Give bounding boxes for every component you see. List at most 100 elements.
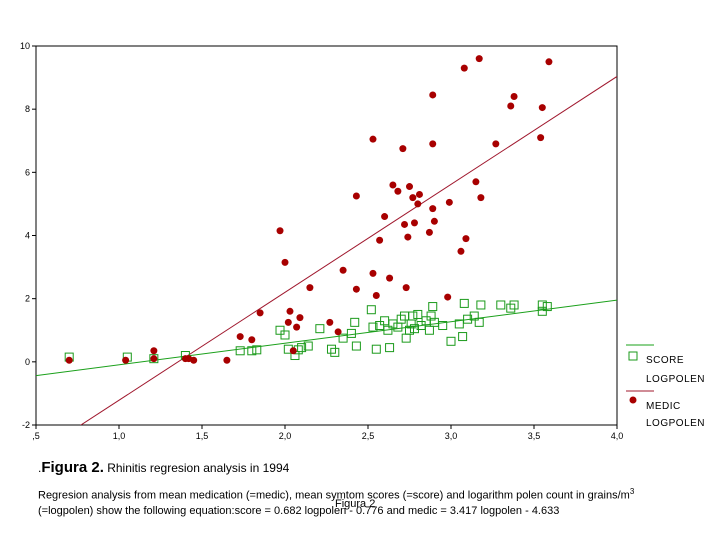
- x-tick-label: 1,5: [196, 431, 209, 441]
- medic-point: [334, 328, 342, 336]
- score-point: [330, 347, 340, 357]
- y-tick-label: 8: [25, 104, 30, 114]
- medic-point: [281, 258, 289, 266]
- medic-point: [406, 183, 413, 191]
- score-point: [459, 298, 469, 308]
- medic-point: [510, 93, 518, 101]
- score-point: [506, 303, 516, 313]
- score-point: [421, 316, 431, 326]
- score-point: [426, 311, 436, 321]
- legend-medic-label: MEDIC: [646, 401, 681, 412]
- x-tick-label: 3,0: [445, 431, 458, 441]
- score-point: [454, 319, 464, 329]
- medic-point: [409, 194, 417, 202]
- score-point: [368, 322, 378, 332]
- score-point: [315, 324, 325, 334]
- score-point: [375, 321, 385, 331]
- legend-medic-marker: [629, 396, 637, 404]
- y-tick-label: 2: [25, 294, 30, 304]
- medic-point: [369, 269, 377, 277]
- x-tick-label: 2,0: [279, 431, 292, 441]
- medic-point: [306, 284, 314, 292]
- description-text-1: Regresion analysis from mean medication …: [38, 489, 630, 502]
- score-point: [393, 322, 403, 332]
- medic-point: [326, 318, 334, 326]
- medic-point: [472, 178, 480, 186]
- legend-medic-sublabel: LOGPOLEN: [646, 418, 705, 429]
- figure-number: Figura 2.: [41, 459, 104, 476]
- medic-point: [538, 104, 546, 112]
- y-tick-label: 0: [25, 357, 30, 367]
- score-point: [346, 328, 356, 338]
- score-point: [380, 316, 390, 326]
- score-point: [474, 317, 484, 327]
- medic-point: [414, 200, 422, 208]
- medic-point: [276, 227, 284, 235]
- medic-point: [460, 64, 468, 72]
- score-point: [496, 300, 506, 310]
- x-tick-label: 3,5: [528, 431, 541, 441]
- medic-point: [296, 314, 304, 322]
- legend: SCORE LOGPOLEN MEDIC LOGPOLEN: [626, 344, 705, 429]
- score-point: [388, 319, 398, 329]
- figure-overlay-label: Figura 2: [335, 498, 376, 510]
- medic-point: [386, 274, 394, 282]
- score-point: [396, 314, 406, 324]
- score-point: [405, 325, 414, 335]
- medic-point: [150, 355, 158, 363]
- caption-title: Rhinitis regresion analysis in 1994: [103, 461, 290, 475]
- score-point: [446, 336, 456, 346]
- score-point: [409, 324, 419, 334]
- medic-point: [404, 233, 412, 241]
- medic-point: [381, 213, 389, 221]
- score-point: [424, 325, 434, 335]
- legend-score-sublabel: LOGPOLEN: [646, 374, 705, 385]
- score-point: [252, 345, 262, 355]
- score-point: [416, 321, 426, 331]
- medic-point: [492, 140, 500, 148]
- score-point: [408, 311, 418, 321]
- caption-prefix: .: [38, 461, 42, 475]
- score-point: [458, 332, 468, 342]
- medic-point: [462, 235, 470, 243]
- score-point: [469, 311, 479, 321]
- medic-point: [248, 336, 256, 344]
- score-point: [537, 306, 547, 316]
- score-point: [247, 346, 257, 356]
- scatter-chart: -2 0 2 4 6 8 10 ,5 1,0 1,5 2,0 2,5 3,0 3,5 4,0 SCORE L…: [20, 41, 705, 441]
- medic-point: [352, 285, 360, 293]
- score-point: [463, 314, 473, 324]
- x-tick-label: ,5: [32, 431, 40, 441]
- score-point: [371, 344, 381, 354]
- medic-point: [352, 192, 360, 200]
- score-point: [338, 333, 348, 343]
- figure-caption: .Figura 2. Rhinitis regresion analysis i…: [38, 459, 289, 476]
- score-point: [438, 321, 448, 331]
- score-point: [351, 341, 361, 351]
- medic-point: [389, 181, 397, 189]
- score-point: [303, 341, 313, 351]
- medic-point: [256, 309, 264, 317]
- medic-point: [369, 135, 377, 143]
- medic-point: [372, 292, 380, 300]
- y-tick-label: 6: [25, 167, 30, 177]
- medic-point: [286, 307, 294, 315]
- medic-point: [284, 318, 292, 326]
- medic-point: [457, 247, 465, 255]
- score-point: [280, 330, 290, 340]
- medic-point: [545, 58, 553, 66]
- score-point: [326, 344, 336, 354]
- medic-point: [537, 134, 545, 142]
- score-point: [400, 311, 410, 321]
- medic-point: [122, 356, 130, 364]
- score-fit-line: [36, 299, 617, 377]
- medic-point: [223, 356, 231, 364]
- x-tick-label: 4,0: [611, 431, 624, 441]
- medic-point: [429, 91, 437, 99]
- medic-point: [425, 228, 433, 236]
- legend-score-marker: [628, 351, 638, 361]
- medic-point: [65, 356, 73, 364]
- medic-point: [150, 347, 158, 355]
- medic-point: [190, 356, 198, 364]
- medic-point: [475, 55, 483, 63]
